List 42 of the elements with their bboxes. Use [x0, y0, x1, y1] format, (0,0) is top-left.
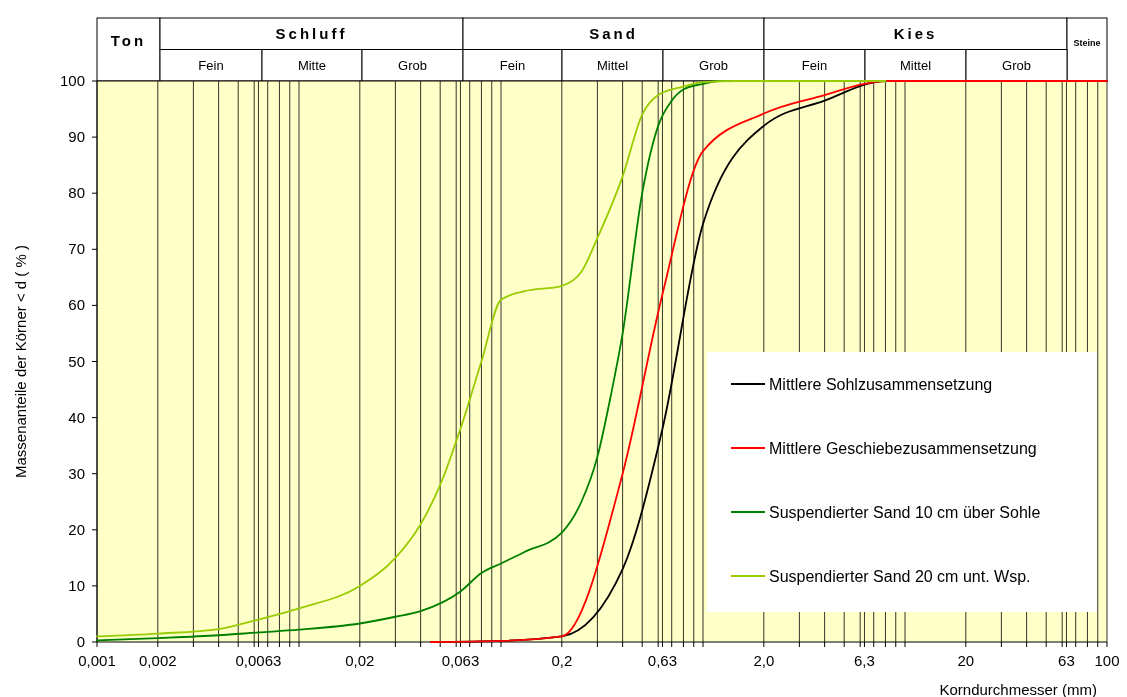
legend-label: Suspendierter Sand 20 cm unt. Wsp. — [769, 568, 1031, 585]
y-tick-label: 60 — [68, 296, 85, 314]
x-tick-label: 100 — [1094, 652, 1120, 669]
x-tick-label: 0,02 — [345, 652, 375, 669]
x-tick-label: 0,063 — [441, 652, 480, 669]
legend-label: Mittlere Geschiebezusammensetzung — [769, 440, 1037, 457]
y-tick-label: 30 — [68, 464, 85, 482]
x-tick-label: 2,0 — [753, 652, 775, 669]
y-tick-label: 0 — [76, 633, 85, 650]
x-tick-label: 63 — [1058, 652, 1075, 669]
text: Fein — [198, 57, 224, 73]
y-tick-label: 10 — [68, 576, 85, 594]
text: Schluff — [275, 24, 348, 42]
text: Fein — [499, 57, 526, 73]
y-tick-label: 80 — [68, 184, 85, 202]
text: Grob — [1002, 57, 1031, 73]
y-tick-label: 90 — [68, 128, 85, 146]
y-tick-label: 40 — [68, 408, 85, 426]
y-tick-label: 100 — [59, 72, 85, 89]
y-tick-label: 50 — [68, 352, 85, 370]
y-tick-label: 70 — [68, 240, 85, 258]
text: Kies — [893, 24, 938, 42]
text: Fein — [801, 57, 828, 73]
x-tick-label: 6,3 — [854, 652, 875, 669]
x-tick-label: 0,63 — [647, 652, 678, 669]
text: Grob — [398, 57, 427, 73]
text: Mittel — [899, 57, 932, 73]
text: Ton — [110, 32, 147, 49]
x-tick-label: 0,002 — [139, 652, 177, 669]
x-tick-label: 0,001 — [78, 652, 116, 669]
text: Sand — [589, 24, 638, 42]
text: Steine — [1073, 38, 1101, 48]
y-axis-title: Massenanteile der Körner < d ( % ) — [12, 244, 29, 479]
x-tick-label: 20 — [957, 652, 975, 669]
x-tick-label: 0,2 — [551, 652, 573, 669]
y-tick-label: 20 — [68, 520, 85, 538]
legend-label: Suspendierter Sand 10 cm über Sohle — [769, 504, 1041, 521]
x-tick-label: 0,0063 — [235, 652, 282, 669]
legend-label: Mittlere Sohlzusammensetzung — [769, 376, 993, 393]
text: Mitte — [297, 57, 327, 73]
text: Grob — [699, 57, 728, 73]
text: Mittel — [596, 57, 629, 73]
